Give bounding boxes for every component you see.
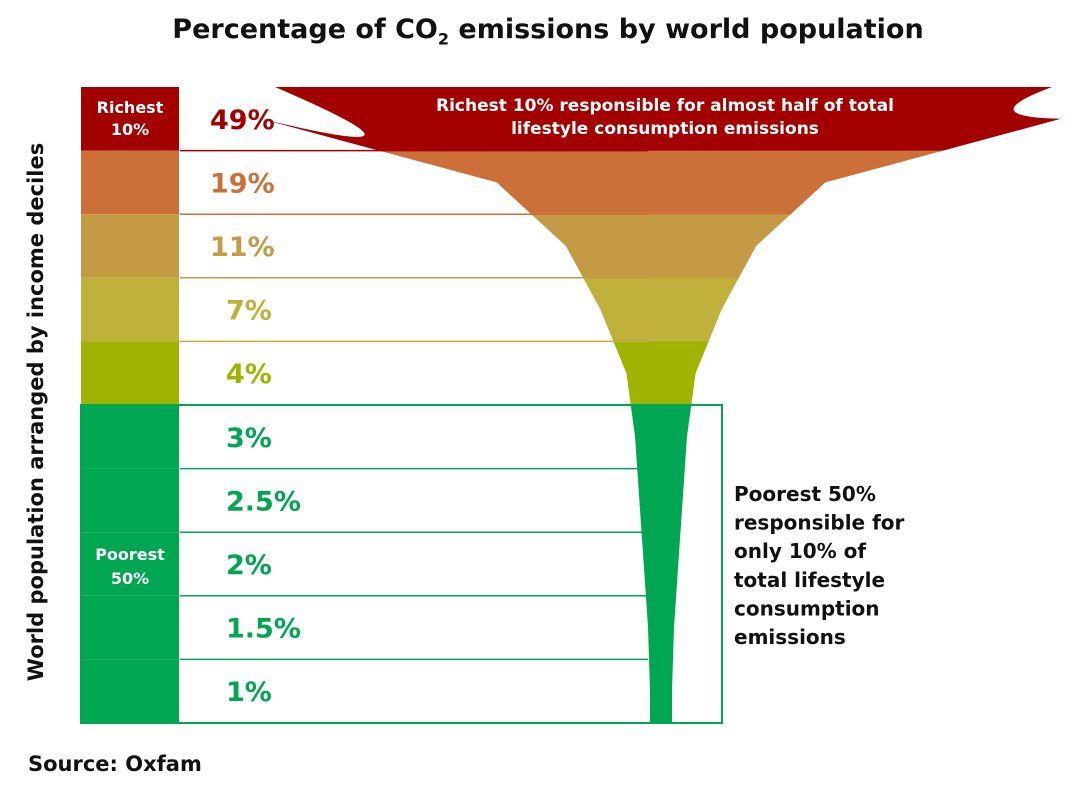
value-label: 19% [210,168,275,199]
value-label: 4% [226,359,272,390]
value-label: 1.5% [226,614,301,645]
value-label: 2% [226,550,272,581]
value-label: 11% [210,232,275,263]
richest-label: 10% [111,120,149,139]
decile-side-band [81,150,179,215]
poorest-label: Poorest [95,545,165,564]
poorest-label: 50% [111,569,149,588]
funnel-band [261,87,1061,152]
value-label: 49% [210,105,275,136]
decile-side-band [81,277,179,342]
value-label: 1% [226,677,272,708]
poorest-note: consumption [734,596,880,620]
decile-side-band [81,405,179,469]
source-note: Source: Oxfam [28,752,202,776]
richest-note: lifestyle consumption emissions [511,119,819,139]
decile-side-band [81,341,179,405]
chart-title: Percentage of CO2 emissions by world pop… [172,14,924,49]
richest-note: Richest 10% responsible for almost half … [436,96,894,116]
poorest-note: Poorest 50% [734,482,876,506]
value-label: 2.5% [226,486,301,517]
decile-side-band [81,659,179,723]
decile-side-band [81,468,179,533]
poorest-note: responsible for [734,511,905,535]
poorest-note: emissions [734,625,846,649]
decile-side-band [81,214,179,278]
poorest-note: only 10% of [734,539,866,563]
poorest-group-box [80,404,723,724]
value-label: 3% [226,423,272,454]
poorest-note: total lifestyle [734,568,885,592]
richest-label: Richest [97,98,164,117]
decile-side-band [81,532,179,596]
decile-side-band [81,87,179,151]
decile-side-band [81,595,179,660]
value-label: 7% [226,296,272,327]
